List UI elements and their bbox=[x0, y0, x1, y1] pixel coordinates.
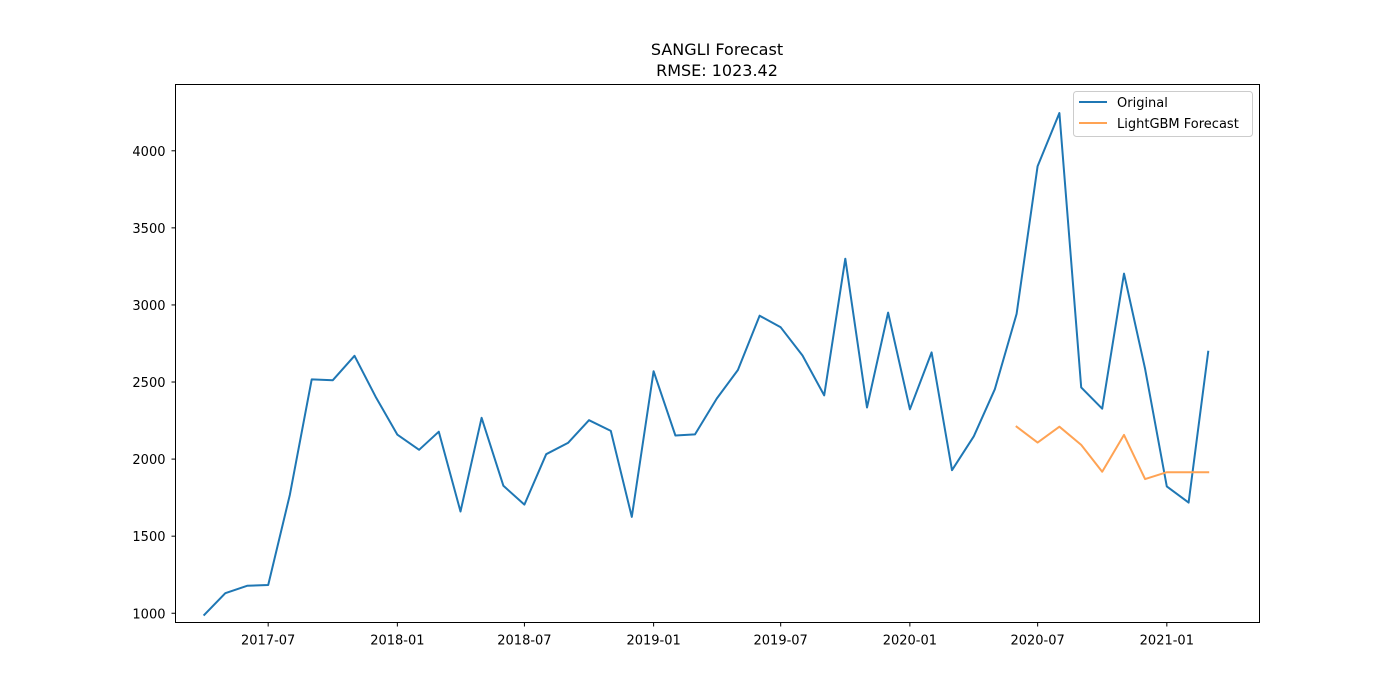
x-tick-label: 2018-01 bbox=[370, 634, 424, 649]
data-point-original bbox=[353, 354, 357, 358]
data-point-original bbox=[822, 393, 826, 397]
data-point-lightgbm-forecast bbox=[1165, 470, 1169, 474]
data-point-original bbox=[544, 452, 548, 456]
data-point-original bbox=[223, 591, 227, 595]
data-point-original bbox=[395, 433, 399, 437]
data-point-original bbox=[459, 510, 463, 514]
data-point-original bbox=[950, 468, 954, 472]
series-line-lightgbm-forecast bbox=[1015, 425, 1210, 481]
x-tick-label: 2020-07 bbox=[1010, 634, 1064, 649]
y-tick-label: 4000 bbox=[132, 145, 165, 160]
data-point-original bbox=[779, 325, 783, 329]
data-point-lightgbm-forecast bbox=[1015, 425, 1019, 429]
y-tick-label: 2000 bbox=[132, 453, 165, 468]
data-point-original bbox=[673, 434, 677, 438]
data-point-original bbox=[245, 584, 249, 588]
y-axis: 1000 1500 2000 2500 3000 3500 4000 bbox=[132, 145, 176, 622]
data-point-original bbox=[310, 377, 314, 381]
data-point-original bbox=[1079, 385, 1083, 389]
data-point-original bbox=[758, 314, 762, 318]
data-point-original bbox=[1143, 367, 1147, 371]
data-point-lightgbm-forecast bbox=[1143, 477, 1147, 481]
data-point-original bbox=[1165, 484, 1169, 488]
data-point-original bbox=[908, 407, 912, 411]
data-point-original bbox=[501, 484, 505, 488]
y-tick-label: 2500 bbox=[132, 376, 165, 391]
data-point-original bbox=[480, 416, 484, 420]
data-point-original bbox=[266, 583, 270, 587]
x-tick-label: 2019-07 bbox=[754, 634, 808, 649]
x-axis: 2017-07 2018-01 2018-07 2019-01 2019-07 2020-… bbox=[241, 622, 1194, 649]
y-tick-label: 3500 bbox=[132, 222, 165, 237]
data-point-lightgbm-forecast bbox=[1187, 470, 1191, 474]
legend-label: Original bbox=[1117, 96, 1168, 111]
data-point-original bbox=[1206, 350, 1210, 354]
data-point-original bbox=[566, 441, 570, 445]
data-point-lightgbm-forecast bbox=[1122, 433, 1126, 437]
data-point-original bbox=[801, 354, 805, 358]
data-point-original bbox=[886, 311, 890, 315]
data-point-original bbox=[736, 368, 740, 372]
data-point-original bbox=[630, 515, 634, 519]
x-tick-label: 2021-01 bbox=[1140, 634, 1194, 649]
data-point-original bbox=[288, 493, 292, 497]
data-point-original bbox=[865, 406, 869, 410]
data-point-lightgbm-forecast bbox=[1057, 425, 1061, 429]
legend: Original LightGBM Forecast bbox=[1073, 91, 1253, 137]
data-point-original bbox=[587, 418, 591, 422]
y-tick-label: 3000 bbox=[132, 299, 165, 314]
y-tick-label: 1000 bbox=[132, 607, 165, 622]
data-point-original bbox=[331, 378, 335, 382]
data-point-original bbox=[417, 448, 421, 452]
x-tick-label: 2017-07 bbox=[241, 634, 295, 649]
data-point-original bbox=[1036, 164, 1040, 168]
chart-subtitle: RMSE: 1023.42 bbox=[656, 61, 778, 80]
data-point-original bbox=[930, 350, 934, 354]
x-tick-label: 2018-07 bbox=[497, 634, 551, 649]
x-tick-label: 2019-01 bbox=[626, 634, 680, 649]
data-point-original bbox=[1015, 312, 1019, 316]
legend-box bbox=[1073, 91, 1253, 137]
data-point-original bbox=[374, 395, 378, 399]
data-point-original bbox=[1122, 272, 1126, 276]
plot-frame bbox=[175, 84, 1260, 623]
data-point-original bbox=[1100, 407, 1104, 411]
data-point-original bbox=[993, 387, 997, 391]
data-point-original bbox=[693, 432, 697, 436]
data-point-original bbox=[1057, 111, 1061, 115]
data-point-original bbox=[437, 430, 441, 434]
data-point-original bbox=[522, 503, 526, 507]
data-point-lightgbm-forecast bbox=[1100, 470, 1104, 474]
data-point-original bbox=[1187, 501, 1191, 505]
data-point-original bbox=[715, 397, 719, 401]
data-point-lightgbm-forecast bbox=[1206, 470, 1210, 474]
series-line-original bbox=[202, 112, 1210, 617]
legend-label: LightGBM Forecast bbox=[1117, 117, 1239, 132]
data-point-original bbox=[843, 257, 847, 261]
data-point-lightgbm-forecast bbox=[1079, 443, 1083, 447]
data-point-original bbox=[202, 613, 206, 617]
data-point-original bbox=[652, 369, 656, 373]
data-point-lightgbm-forecast bbox=[1036, 441, 1040, 445]
y-tick-label: 1500 bbox=[132, 530, 165, 545]
chart-title: SANGLI Forecast bbox=[651, 40, 783, 59]
plot-area bbox=[175, 84, 1260, 623]
data-point-original bbox=[972, 434, 976, 438]
series-layer bbox=[202, 111, 1210, 617]
x-tick-label: 2020-01 bbox=[883, 634, 937, 649]
data-point-original bbox=[609, 429, 613, 433]
